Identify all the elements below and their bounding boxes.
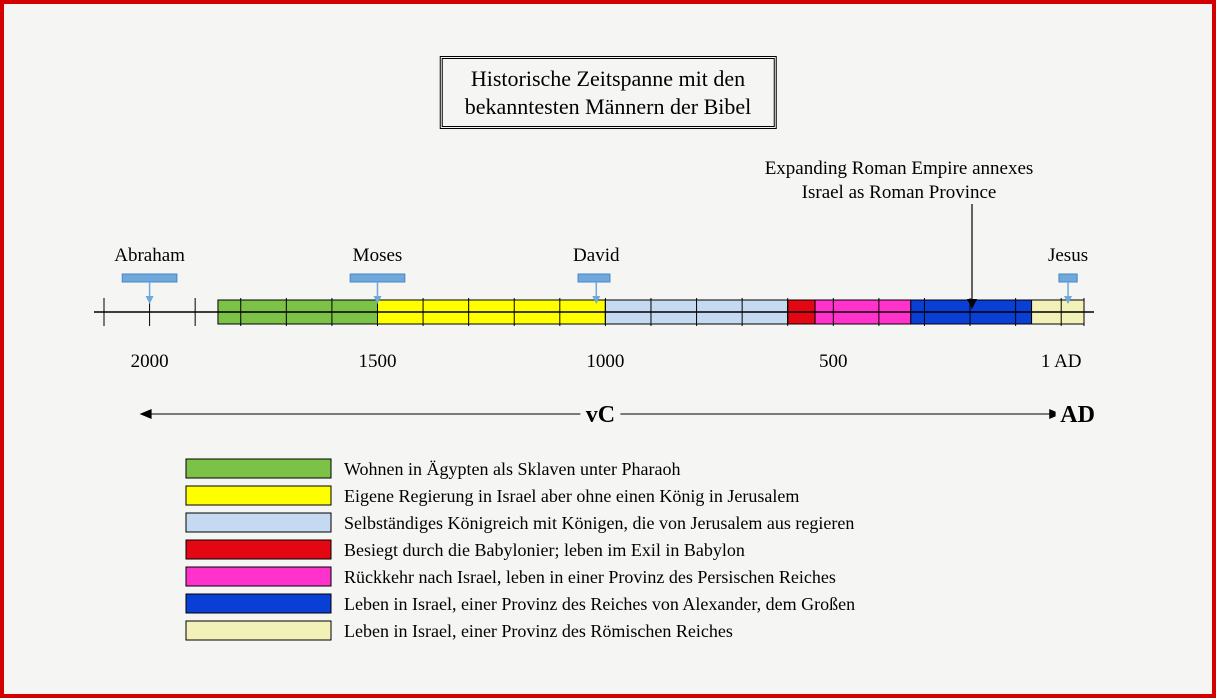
axis-tick-label: 2000 [131,351,169,372]
axis-tick-label: 500 [819,351,848,372]
legend-swatch [186,567,331,586]
person-marker-bar [1059,274,1077,282]
axis-tick-label: 1 AD [1041,351,1082,372]
legend-label: Leben in Israel, einer Provinz des Römis… [344,621,733,641]
legend-label: Eigene Regierung in Israel aber ohne ein… [344,486,799,506]
person-marker-bar [122,274,177,282]
axis-tick-label: 1500 [358,351,396,372]
diagram-frame: Historische Zeitspanne mit den bekanntes… [0,0,1216,698]
title-line-2: bekanntesten Männern der Bibel [465,94,752,119]
person-label: David [573,245,620,266]
legend-label: Wohnen in Ägypten als Sklaven unter Phar… [344,459,680,479]
legend-label: Besiegt durch die Babylonier; leben im E… [344,540,745,560]
timeline-chart: 1 AD 2000 1500 1000 500 vC AD Abraham Moses David… [4,154,1212,684]
title-box: Historische Zeitspanne mit den bekanntes… [440,56,777,129]
annotation-line-1: Expanding Roman Empire annexes [765,158,1034,179]
legend-swatch [186,513,331,532]
annotation-line-2: Israel as Roman Province [802,182,997,203]
person-arrowhead [146,296,154,304]
person-label: Jesus [1048,245,1088,266]
legend-swatch [186,459,331,478]
person-marker-bar [578,274,610,282]
legend-label: Rückkehr nach Israel, leben in einer Pro… [344,567,836,587]
legend-label: Selbständiges Königreich mit Königen, di… [344,513,854,533]
bc-era-label: vC [586,402,615,428]
axis-tick-label: 1000 [586,351,624,372]
legend-swatch [186,486,331,505]
title-line-1: Historische Zeitspanne mit den [471,66,745,91]
legend-label: Leben in Israel, einer Provinz des Reich… [344,594,855,614]
legend-swatch [186,540,331,559]
person-marker-bar [350,274,405,282]
legend-swatch [186,594,331,613]
bc-arrowhead-left [140,409,152,419]
person-label: Abraham [114,245,185,266]
ad-era-label: AD [1060,402,1095,428]
legend-swatch [186,621,331,640]
person-label: Moses [353,245,403,266]
